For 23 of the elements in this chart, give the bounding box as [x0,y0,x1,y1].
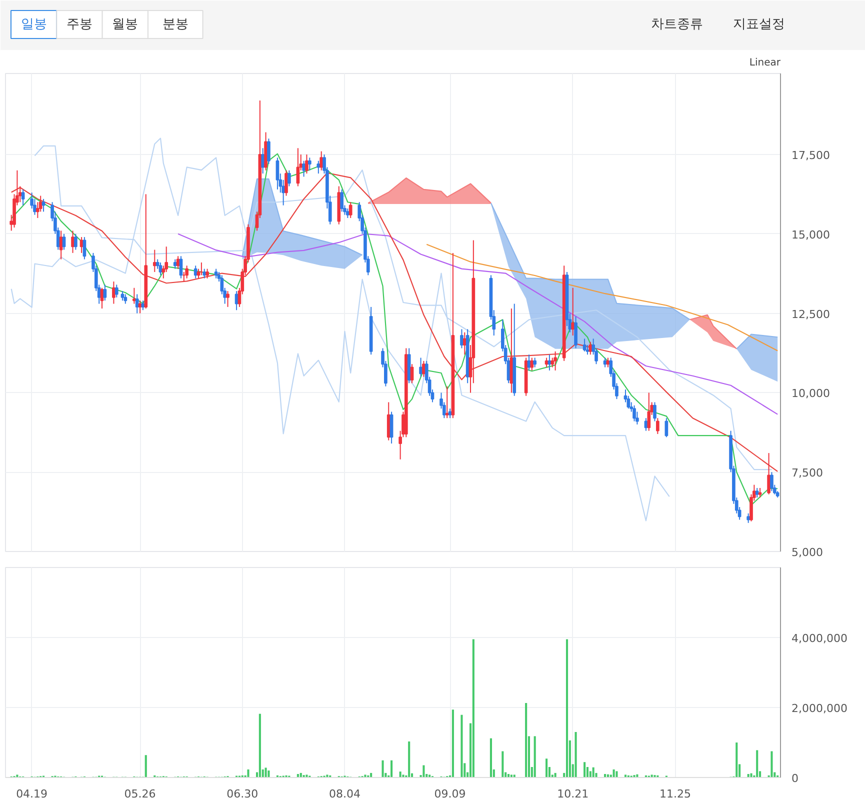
x-tick-label: 11.25 [659,788,691,800]
x-tick-label: 06.30 [226,788,258,800]
text: 주봉 [66,17,92,32]
text: 분봉 [162,17,188,32]
y-tick-label: 4,000,000 [792,632,848,645]
y-tick-label: 10,000 [792,387,830,400]
text: 월봉 [112,17,138,32]
y-tick-label: 2,000,000 [792,702,848,715]
x-tick-label: 05.26 [124,788,156,800]
x-tick-label: 09.09 [434,788,466,800]
text: 차트종류 [650,17,703,32]
y-tick-label: 5,000 [792,546,823,559]
x-tick-label: 08.04 [329,788,360,800]
y-tick-label: 15,000 [792,228,830,242]
text: 지표설정 [732,17,785,32]
x-tick-label: 10.21 [557,788,589,800]
y-tick-label: 7,500 [792,466,823,480]
y-tick-label: 17,500 [792,148,830,162]
text: Linear [749,58,782,68]
y-tick-label: 0 [792,772,798,785]
x-tick-label: 04.19 [16,788,48,800]
y-tick-label: 12,500 [792,308,830,321]
text: 일봉 [20,17,47,32]
